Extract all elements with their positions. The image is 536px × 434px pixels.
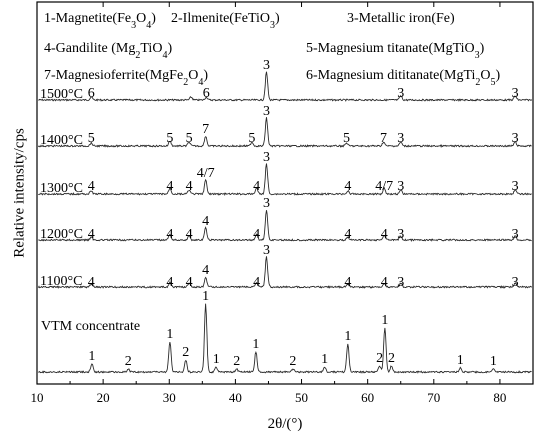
peak-label: 3	[263, 243, 270, 258]
legend: 1-Magnetite(Fe3O4) 2-Ilmenite(FeTiO3) 3-Me…	[44, 11, 501, 88]
peak-label: 1	[321, 352, 328, 367]
peak-label: 4	[186, 275, 193, 290]
peak-label: 4/7	[197, 166, 215, 181]
peak-label: 3	[397, 275, 404, 290]
x-tick-label: 60	[361, 390, 374, 405]
peak-label: 4	[88, 275, 95, 290]
peak-label: 1	[202, 289, 209, 304]
peak-label: 3	[512, 131, 519, 146]
series-trace	[38, 71, 533, 102]
peak-label: 3	[263, 196, 270, 211]
x-tick-label: 30	[163, 390, 176, 405]
peak-label: 4	[202, 214, 209, 229]
peak-label: 7	[202, 122, 209, 137]
peak-label: 4	[381, 227, 388, 242]
series-label: VTM concentrate	[41, 319, 140, 334]
legend-entry: 3-Metallic iron(Fe)	[347, 11, 455, 26]
peak-label: 2	[182, 345, 189, 360]
peak-label: 3	[397, 86, 404, 101]
peak-label: 1	[88, 349, 95, 364]
peak-label: 4	[88, 227, 95, 242]
peak-label: 4	[88, 179, 95, 194]
plot-frame	[36, 1, 534, 385]
x-tick-label: 40	[229, 390, 242, 405]
series-trace	[37, 117, 532, 148]
y-axis-title: Relative intensity/cps	[11, 128, 27, 258]
peak-label: 4	[344, 275, 351, 290]
legend-entry: 6-Magnesium dititanate(MgTi2O5)	[306, 68, 501, 88]
peak-label: 1	[457, 353, 464, 368]
x-tick-label: 80	[493, 390, 506, 405]
peak-label: 5	[88, 131, 95, 146]
axes: 10 20 30 40 50 60 70 80	[31, 1, 534, 405]
peak-label: 1	[213, 352, 220, 367]
peak-label: 4	[344, 227, 351, 242]
peak-label: 3	[512, 179, 519, 194]
legend-entry: 5-Magnesium titanate(MgTiO3)	[306, 41, 485, 61]
peak-label: 6	[203, 86, 210, 101]
peak-label: 1	[252, 337, 259, 352]
peak-label: 3	[397, 227, 404, 242]
peak-label: 2	[388, 351, 395, 366]
peak-label: 5	[248, 131, 255, 146]
peak-label: 3	[512, 86, 519, 101]
legend-entry: 4-Gandilite (Mg2TiO4)	[44, 41, 172, 61]
peak-label: 3	[263, 58, 270, 73]
peak-label: 3	[263, 104, 270, 119]
x-axis-title: 2θ/(°)	[268, 416, 303, 432]
peak-label: 4	[253, 179, 260, 194]
series-trace	[38, 303, 532, 374]
series-label: 1100°C	[40, 274, 82, 289]
x-tick-label: 50	[295, 390, 308, 405]
series-trace	[38, 163, 532, 196]
peak-label: 3	[512, 275, 519, 290]
peak-label: 5	[186, 131, 193, 146]
peak-label: 4	[186, 179, 193, 194]
peak-label: 1	[344, 329, 351, 344]
peak-label: 7	[380, 131, 387, 146]
legend-entry: 7-Magnesioferrite(MgFe2O4)	[44, 68, 208, 88]
peak-label: 4	[166, 179, 173, 194]
legend-entry: 1-Magnetite(Fe3O4)	[44, 11, 156, 31]
peak-label: 5	[166, 131, 173, 146]
x-tick-label: 70	[427, 390, 440, 405]
series-label: 1400°C	[40, 133, 83, 148]
peak-label: 4	[344, 179, 351, 194]
series-label: 1300°C	[40, 181, 83, 196]
peak-label: 6	[88, 86, 95, 101]
peak-label: 4	[253, 227, 260, 242]
x-tick-label: 20	[97, 390, 110, 405]
peak-label: 4	[166, 227, 173, 242]
peak-label: 4	[253, 275, 260, 290]
series-label: 1200°C	[40, 227, 83, 242]
peak-label: 2	[289, 354, 296, 369]
peak-label: 2	[233, 354, 240, 369]
peak-label: 2	[125, 354, 132, 369]
peak-label: 1	[381, 313, 388, 328]
x-tick-label: 10	[31, 390, 44, 405]
peak-label: 3	[263, 150, 270, 165]
series-trace	[38, 210, 532, 242]
peak-label: 3	[397, 179, 404, 194]
peak-label: 1	[490, 354, 497, 369]
series-trace	[37, 256, 533, 289]
peak-label: 4	[166, 275, 173, 290]
peak-label: 4/7	[375, 179, 393, 194]
peak-label: 3	[512, 227, 519, 242]
peak-label: 3	[397, 131, 404, 146]
peak-label: 4	[202, 263, 209, 278]
peak-label: 5	[343, 131, 350, 146]
peak-label: 1	[166, 327, 173, 342]
peak-label: 4	[381, 275, 388, 290]
legend-entry: 2-Ilmenite(FeTiO3)	[171, 11, 280, 31]
series-label: 1500°C	[40, 87, 83, 102]
peak-label: 4	[186, 227, 193, 242]
peak-label: 2	[376, 351, 383, 366]
